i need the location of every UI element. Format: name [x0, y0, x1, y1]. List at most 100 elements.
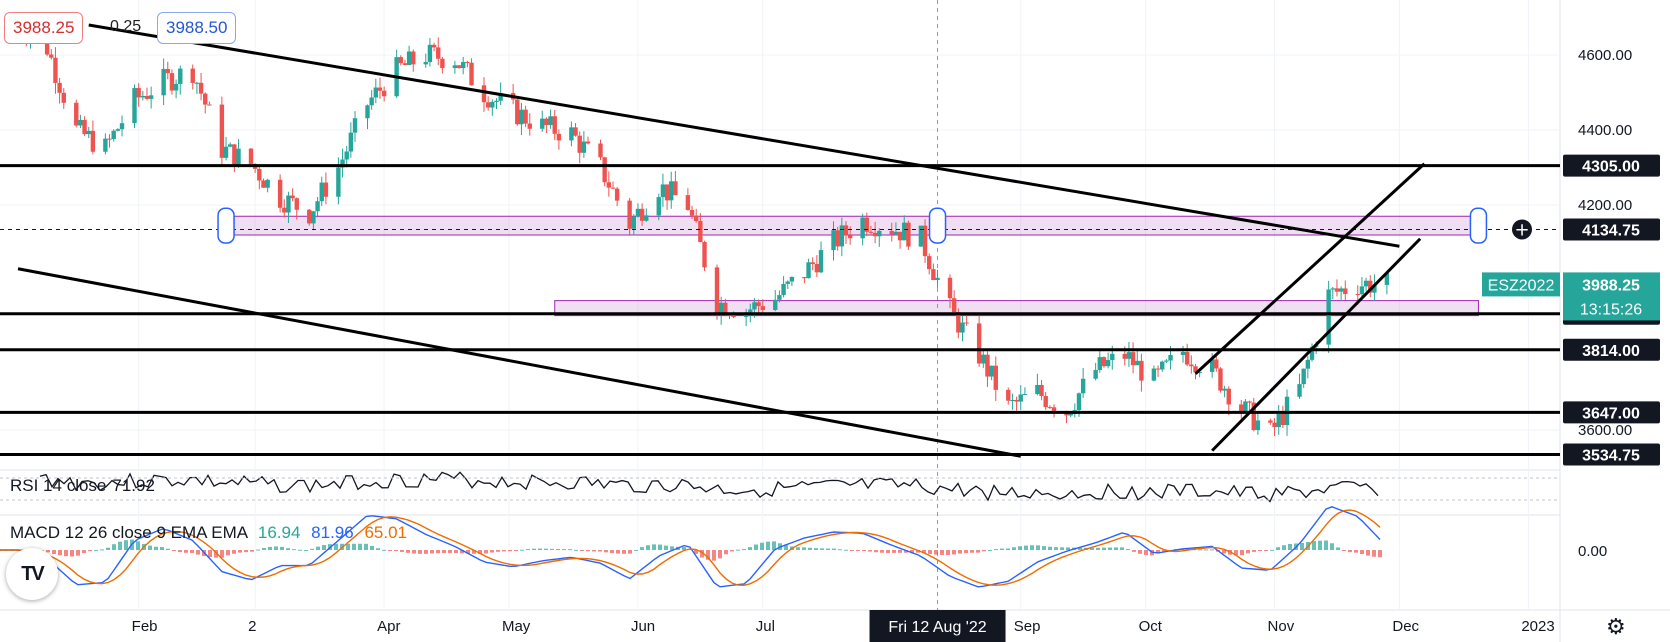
rsi-label: RSI 14 close	[10, 476, 107, 495]
time-axis-label[interactable]: Feb	[132, 618, 158, 635]
candle	[107, 138, 112, 140]
macd-histogram-bar	[550, 548, 554, 550]
level-label-box[interactable]	[1563, 443, 1660, 466]
level-label[interactable]: 4134.75	[1582, 222, 1640, 239]
macd-histogram-bar	[946, 550, 950, 556]
candle	[1297, 384, 1302, 397]
macd-histogram-bar	[868, 550, 872, 552]
trend-line[interactable]	[17, 267, 1022, 458]
time-axis-label[interactable]: Nov	[1268, 618, 1295, 635]
candle	[660, 184, 666, 198]
time-axis-label[interactable]: Dec	[1392, 618, 1419, 635]
time-axis-label[interactable]: Apr	[377, 618, 400, 635]
time-axis-label[interactable]: 2	[248, 618, 256, 635]
macd-histogram-bar	[640, 547, 644, 550]
macd-histogram-bar	[754, 544, 758, 550]
symbol-badge-label[interactable]: ESZ2022	[1488, 277, 1555, 294]
zone-handle[interactable]	[217, 207, 235, 244]
candle	[1343, 288, 1348, 295]
macd-label: MACD 12 26 close 9 EMA EMA	[10, 523, 248, 542]
candle	[752, 302, 757, 310]
macd-histogram-bar	[184, 550, 188, 553]
candle	[1184, 352, 1190, 365]
candle	[115, 129, 121, 131]
candle	[290, 195, 295, 199]
candle	[1101, 357, 1107, 367]
candle	[519, 109, 524, 125]
candle	[569, 127, 574, 141]
level-label-box[interactable]	[1563, 154, 1660, 177]
zone-handle[interactable]	[928, 207, 947, 244]
macd-histogram-bar	[574, 549, 578, 551]
candle	[194, 82, 200, 84]
macd-histogram-bar	[700, 550, 704, 558]
time-axis-label[interactable]: Jun	[631, 618, 655, 635]
last-price-box[interactable]	[1563, 272, 1660, 321]
time-axis-label[interactable]: Jul	[756, 618, 775, 635]
price-axis-label[interactable]: 4600.00	[1578, 47, 1632, 64]
candle	[748, 309, 753, 313]
candle	[1006, 389, 1011, 401]
symbol-badge[interactable]	[1482, 272, 1560, 297]
time-axis[interactable]: Feb 2 Apr May Jun Jul Sep Oct Nov Dec 2023 Fri 12 A…	[132, 610, 1555, 642]
candle	[1080, 378, 1086, 394]
macd-histogram-bar	[1078, 547, 1082, 550]
macd-histogram-bar	[940, 550, 944, 555]
rsi-line	[39, 471, 1379, 503]
macd-histogram-bar	[646, 545, 650, 550]
candle	[207, 104, 212, 106]
bid-price[interactable]: 3988.25	[4, 12, 84, 44]
macd-histogram-bar	[724, 550, 728, 555]
macd-histogram-bar	[484, 550, 488, 554]
macd-histogram-bar	[1030, 545, 1034, 550]
macd-histogram-bar	[160, 547, 164, 550]
level-label-box[interactable]	[1563, 338, 1660, 361]
ask-price[interactable]: 3988.50	[157, 12, 237, 44]
macd-histogram-bar	[1102, 547, 1106, 550]
zone-handles[interactable]	[217, 207, 1488, 244]
zone-handle[interactable]	[1469, 207, 1488, 244]
macd-histogram-bar	[1012, 547, 1016, 550]
level-label[interactable]: 3534.75	[1582, 447, 1640, 464]
time-axis-label[interactable]: 2023	[1521, 618, 1554, 635]
trend-lines[interactable]	[17, 23, 1426, 458]
level-label[interactable]: 3647.00	[1582, 405, 1640, 422]
tradingview-logo[interactable]: TV	[6, 548, 58, 600]
price-axis-label[interactable]: 4200.00	[1578, 197, 1632, 214]
candle	[673, 181, 678, 196]
candle	[1209, 359, 1215, 372]
macd-histogram-bar	[1210, 549, 1214, 551]
candle	[860, 217, 865, 239]
price-axis[interactable]: 3600.00 4200.00 4400.00 4600.00 4305.00 + 4134…	[1482, 47, 1660, 560]
level-label-box[interactable]	[1563, 218, 1660, 241]
last-price-label[interactable]: 3988.25	[1582, 277, 1640, 294]
gear-icon[interactable]: ⚙	[1606, 614, 1626, 639]
candle	[523, 109, 528, 124]
candle	[1135, 360, 1140, 366]
candle	[485, 102, 491, 108]
trend-line[interactable]	[1211, 237, 1422, 452]
price-axis-label[interactable]: 4400.00	[1578, 122, 1632, 139]
level-label-box[interactable]	[1563, 401, 1660, 424]
rsi-pane	[0, 471, 1560, 503]
macd-histogram-bar	[922, 550, 926, 554]
candle	[1018, 394, 1023, 402]
candle	[257, 168, 262, 181]
macd-histogram-bar	[1252, 550, 1256, 552]
level-label[interactable]: 4305.00	[1582, 159, 1640, 176]
macd-histogram-bar	[994, 549, 998, 551]
price-axis-label[interactable]: 3600.00	[1578, 422, 1632, 439]
level-label[interactable]: 3814.00	[1582, 343, 1640, 360]
macd-histogram-bar	[556, 549, 560, 551]
time-axis-label[interactable]: Oct	[1139, 618, 1163, 635]
candle	[714, 267, 720, 315]
plus-icon[interactable]	[1512, 219, 1532, 240]
trend-line[interactable]	[88, 23, 1400, 248]
candle	[398, 57, 403, 64]
trend-line[interactable]	[1194, 162, 1426, 375]
candle	[1010, 400, 1015, 402]
time-axis-label[interactable]: May	[502, 618, 531, 635]
time-axis-label[interactable]: Sep	[1014, 618, 1041, 635]
price-zone	[554, 300, 1479, 317]
